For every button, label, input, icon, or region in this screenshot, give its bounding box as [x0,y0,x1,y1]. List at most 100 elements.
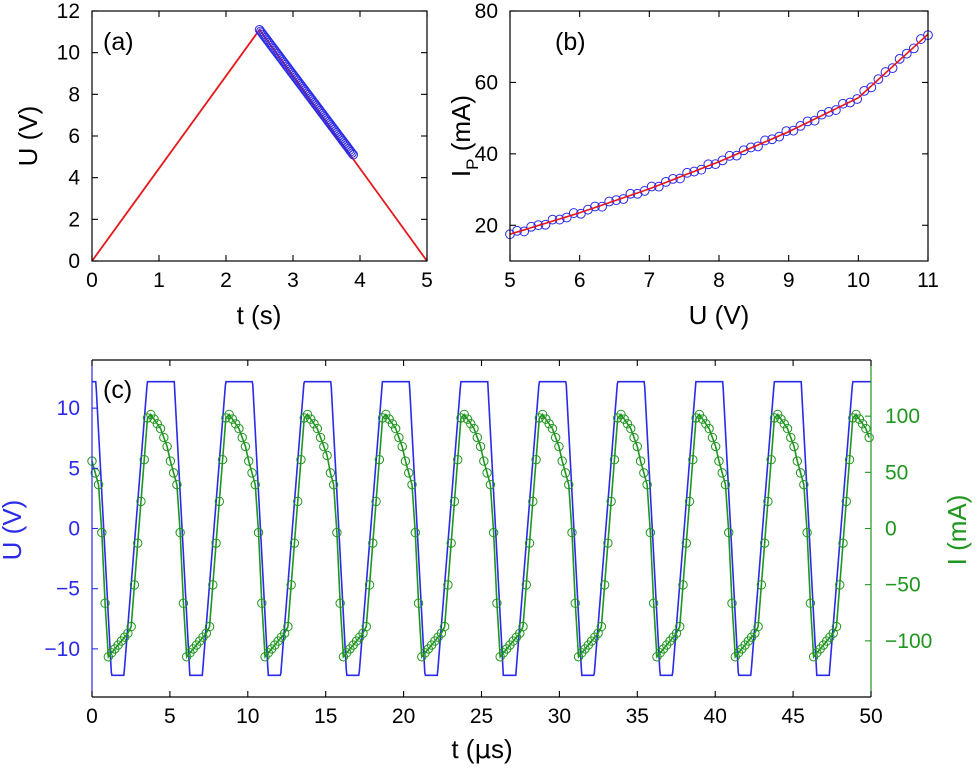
current-point [619,414,629,424]
current-point [299,413,309,423]
data-point [304,91,315,101]
y-tick-label: 0 [68,518,80,541]
data-point [260,32,271,43]
current-point [550,432,561,443]
data-point [279,58,290,68]
current-point [861,423,871,434]
data-point [314,104,324,114]
current-point [613,413,623,423]
x-tick-label: 7 [643,269,655,292]
data-point [305,93,316,103]
data-point [308,96,318,106]
y-tick-label: −10 [44,638,80,661]
current-point [851,409,861,420]
current-point [466,419,476,429]
x-tick-label: 11 [917,269,939,292]
data-point [307,94,317,105]
current-point [831,621,842,632]
current-point [528,496,538,507]
current-point [237,432,247,443]
current-point [322,450,332,461]
current-point [632,441,643,452]
current-point [782,423,793,434]
data-point [324,118,335,128]
current-point [482,468,492,478]
current-point [390,423,401,434]
current-point [371,496,381,507]
current-point [776,414,786,424]
x-tick-label: 10 [847,269,870,292]
current-point [864,432,874,443]
x-tick-label: 30 [548,705,571,728]
current-point [541,414,551,424]
current-point [645,527,656,538]
current-point [129,580,140,590]
current-point [325,468,336,478]
current-point [724,527,734,538]
y-tick-label: 80 [475,0,498,23]
x-tick-label: 5 [504,269,516,292]
current-point [152,419,163,429]
current-point [557,456,567,466]
current-point [648,598,659,608]
panel-a-x-ticks: 0 1 2 3 4 5 [86,11,433,292]
data-point [660,176,671,187]
data-point [297,82,307,92]
current-point [446,538,456,548]
panel-b-y-ticks: 20 40 60 80 [475,0,928,237]
panel-a-label: (a) [103,28,134,56]
data-point [261,34,272,44]
current-point [319,441,329,452]
current-point [616,409,626,420]
y-tick-label: 50 [885,461,908,484]
current-point [309,419,319,429]
panel-a-plot-area [91,25,428,262]
x-tick-label: 35 [626,705,649,728]
current-point [142,413,153,423]
current-point [492,598,502,608]
x-tick-label: 6 [574,269,586,292]
y-tick-label: 60 [475,71,498,94]
data-point [318,110,329,120]
current-point [244,456,254,466]
fit-line [509,33,929,235]
data-point [289,70,299,81]
panel-c-plot-area [87,380,874,677]
data-point [311,100,322,111]
data-point [267,42,278,52]
data-point [343,143,354,154]
current-point [841,496,851,507]
current-point [756,580,767,590]
data-point [320,112,330,122]
current-point [332,527,342,538]
current-point [146,409,156,420]
current-point [374,454,385,465]
current-point [443,580,453,590]
current-point [250,479,260,490]
current-point [155,423,166,434]
current-point [410,527,420,538]
x-tick-label: 50 [859,705,882,728]
data-point [263,36,273,46]
data-point [774,131,785,142]
data-point [266,40,277,51]
x-tick-label: 1 [153,269,165,292]
data-point [738,145,749,156]
panel-b: 5 6 7 8 9 10 11 20 40 60 80 (b) U (V) IP (mA) [446,0,939,330]
y-tick-label: 10 [57,397,80,420]
current-point [544,419,554,429]
current-point [361,621,371,632]
data-point [254,25,265,35]
current-point [257,598,267,608]
current-point [642,479,652,490]
panel-b-y-axis-label-group: IP (mA) [446,95,482,177]
data-point [258,29,268,40]
current-point [564,479,574,490]
current-point [629,432,639,443]
current-point [554,441,564,452]
current-point [786,432,796,443]
data-point [255,26,266,37]
data-point [298,83,309,93]
current-point [204,621,215,632]
current-point [224,409,234,420]
